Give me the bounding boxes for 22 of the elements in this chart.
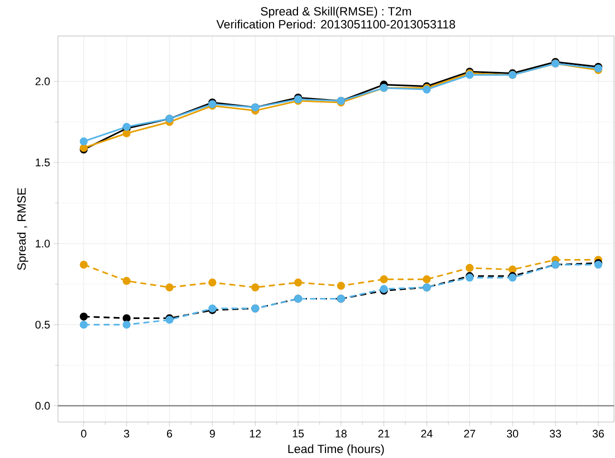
x-tick-label: 27 xyxy=(464,430,476,438)
y-tick-label: 1.0 xyxy=(36,240,50,248)
x-tick-label: 21 xyxy=(378,430,390,438)
x-tick-label: 15 xyxy=(292,430,304,438)
x-tick-label: 36 xyxy=(592,430,604,438)
y-tick-label: 1.5 xyxy=(36,158,50,166)
y-tick-label: 0.0 xyxy=(35,402,50,410)
chart-subtitle: Verification Period: 2013051100-2013053118 xyxy=(216,20,456,28)
x-tick-label: 9 xyxy=(210,430,215,438)
y-tick-label: 2.0 xyxy=(36,78,50,86)
x-tick-label: 18 xyxy=(336,430,347,438)
x-axis-title: Lead Time (hours) xyxy=(288,444,384,456)
x-tick-label: 6 xyxy=(167,430,172,438)
x-tick-label: 30 xyxy=(506,430,518,438)
y-tick-label: 0.5 xyxy=(35,320,50,329)
chart-title: Spread & Skill(RMSE) : T2m xyxy=(260,6,411,18)
x-tick-label: 24 xyxy=(421,430,433,438)
x-tick-label: 33 xyxy=(550,430,562,438)
y-axis-title: Spread , RMSE xyxy=(17,188,28,270)
x-tick-label: 3 xyxy=(124,430,130,438)
x-tick-label: 12 xyxy=(250,430,261,438)
x-tick-label: 0 xyxy=(81,430,86,438)
